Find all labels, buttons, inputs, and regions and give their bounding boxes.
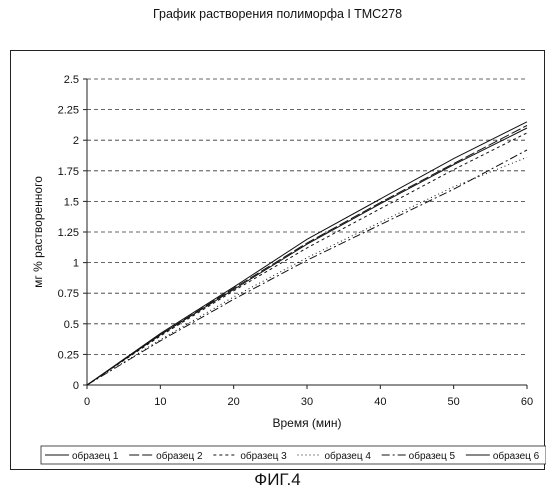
y-tick-label: 2.5 [64, 74, 79, 86]
y-tick-label: 2.25 [58, 105, 79, 117]
legend-label: образец 1 [72, 450, 119, 462]
legend-label: образец 2 [156, 450, 203, 462]
y-axis-label: мг % растворенного [31, 176, 45, 288]
y-tick-label: 0.75 [58, 288, 79, 300]
y-tick-label: 0.25 [58, 349, 79, 361]
x-tick-label: 60 [521, 396, 533, 408]
legend-label: образец 6 [493, 450, 540, 462]
x-axis-label: Время (мин) [272, 416, 341, 430]
x-tick-label: 0 [84, 396, 90, 408]
series-line-4 [87, 157, 527, 385]
chart-frame: 0 0.25 0.5 0.75 1 1.25 1.5 1.75 2 2.25 2.5 0 10 20 30 4… [10, 50, 545, 470]
y-tick-label: 0.5 [64, 319, 79, 331]
y-tick-label: 1.75 [58, 166, 79, 178]
x-tick-label: 40 [374, 396, 386, 408]
x-tick-label: 30 [301, 396, 313, 408]
y-tick-label: 1 [73, 258, 79, 270]
chart-title: График растворения полиморфа I TMC278 [0, 7, 555, 21]
legend-label: образец 3 [240, 450, 287, 462]
series-line-6 [87, 128, 527, 385]
legend-label: образец 4 [325, 450, 372, 462]
series-line-5 [87, 150, 527, 385]
y-tick-label: 1.5 [64, 196, 79, 208]
x-tick-label: 20 [228, 396, 240, 408]
x-tick-label: 50 [448, 396, 460, 408]
y-tick-label: 2 [73, 135, 79, 147]
line-chart: 0 0.25 0.5 0.75 1 1.25 1.5 1.75 2 2.25 2.5 0 10 20 30 4… [11, 51, 546, 471]
y-tick-label: 0 [73, 380, 79, 392]
x-tick-label: 10 [154, 396, 166, 408]
y-tick-label: 1.25 [58, 227, 79, 239]
series-line-2 [87, 126, 527, 386]
legend-label: образец 5 [409, 450, 456, 462]
figure-caption: ФИГ.4 [0, 470, 555, 490]
